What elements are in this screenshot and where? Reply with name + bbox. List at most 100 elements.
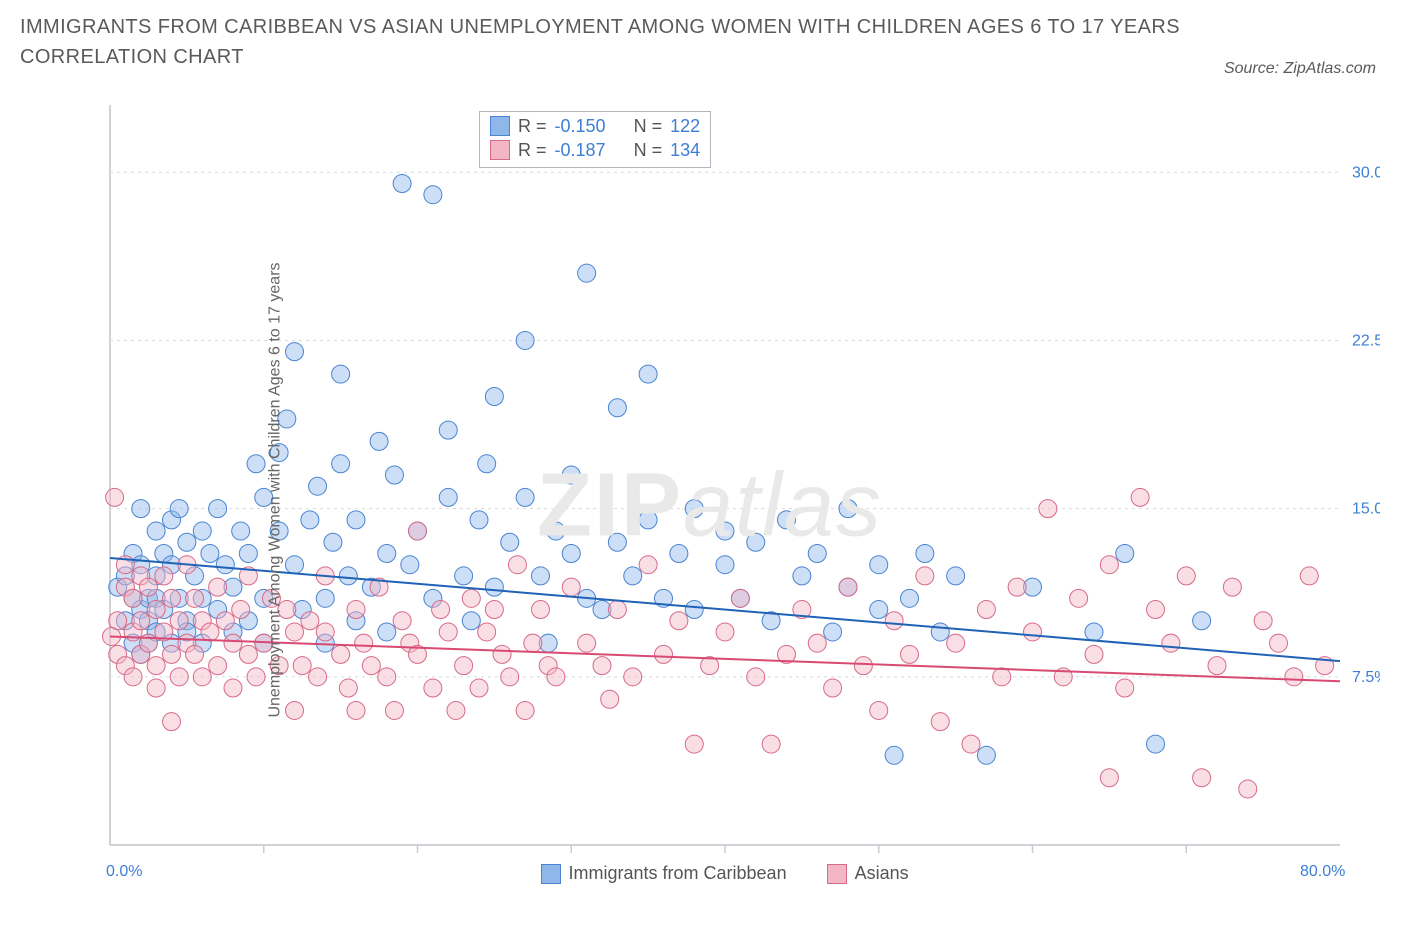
data-point bbox=[916, 567, 934, 585]
data-point bbox=[655, 645, 673, 663]
data-point bbox=[1008, 578, 1026, 596]
data-point bbox=[247, 455, 265, 473]
data-point bbox=[193, 522, 211, 540]
data-point bbox=[901, 645, 919, 663]
data-point bbox=[562, 544, 580, 562]
data-point bbox=[639, 511, 657, 529]
data-point bbox=[1239, 780, 1257, 798]
data-point bbox=[639, 556, 657, 574]
data-point bbox=[1193, 769, 1211, 787]
data-point bbox=[447, 701, 465, 719]
data-point bbox=[355, 634, 373, 652]
data-point bbox=[478, 455, 496, 473]
data-point bbox=[170, 500, 188, 518]
data-point bbox=[670, 544, 688, 562]
data-point bbox=[824, 623, 842, 641]
data-point bbox=[393, 612, 411, 630]
data-point bbox=[485, 601, 503, 619]
data-point bbox=[485, 388, 503, 406]
data-point bbox=[685, 500, 703, 518]
data-point bbox=[962, 735, 980, 753]
data-point bbox=[1116, 544, 1134, 562]
data-point bbox=[163, 645, 181, 663]
data-point bbox=[147, 601, 165, 619]
data-point bbox=[870, 601, 888, 619]
data-point bbox=[670, 612, 688, 630]
data-point bbox=[224, 679, 242, 697]
data-point bbox=[124, 668, 142, 686]
data-point bbox=[439, 623, 457, 641]
data-point bbox=[132, 612, 150, 630]
data-point bbox=[147, 679, 165, 697]
data-point bbox=[316, 623, 334, 641]
data-point bbox=[1147, 735, 1165, 753]
data-point bbox=[286, 343, 304, 361]
data-point bbox=[1070, 589, 1088, 607]
data-point bbox=[854, 657, 872, 675]
data-point bbox=[332, 645, 350, 663]
data-point bbox=[378, 623, 396, 641]
legend-swatch-series-2 bbox=[827, 864, 847, 884]
data-point bbox=[824, 679, 842, 697]
x-axis-tick-max: 80.0% bbox=[1300, 863, 1345, 881]
data-point bbox=[1147, 601, 1165, 619]
data-point bbox=[455, 567, 473, 585]
data-point bbox=[808, 544, 826, 562]
data-point bbox=[516, 331, 534, 349]
y-axis-tick-label: 22.5% bbox=[1352, 332, 1380, 349]
data-point bbox=[209, 657, 227, 675]
data-point bbox=[608, 533, 626, 551]
y-axis-tick-label: 15.0% bbox=[1352, 501, 1380, 518]
data-point bbox=[186, 589, 204, 607]
data-point bbox=[209, 500, 227, 518]
data-point bbox=[147, 657, 165, 675]
data-point bbox=[378, 544, 396, 562]
data-point bbox=[462, 612, 480, 630]
data-point bbox=[178, 533, 196, 551]
data-point bbox=[332, 365, 350, 383]
data-point bbox=[562, 466, 580, 484]
data-point bbox=[470, 679, 488, 697]
data-point bbox=[716, 522, 734, 540]
data-point bbox=[501, 668, 519, 686]
data-point bbox=[106, 488, 124, 506]
y-axis-tick-label: 30.0% bbox=[1352, 164, 1380, 181]
data-point bbox=[524, 634, 542, 652]
data-point bbox=[977, 601, 995, 619]
data-point bbox=[1162, 634, 1180, 652]
data-point bbox=[1100, 769, 1118, 787]
data-point bbox=[124, 589, 142, 607]
data-point bbox=[870, 701, 888, 719]
data-point bbox=[532, 601, 550, 619]
data-point bbox=[370, 432, 388, 450]
data-point bbox=[201, 623, 219, 641]
data-point bbox=[347, 601, 365, 619]
y-axis-label: Unemployment Among Women with Children A… bbox=[267, 262, 285, 717]
data-point bbox=[947, 567, 965, 585]
data-point bbox=[239, 544, 257, 562]
data-point bbox=[385, 701, 403, 719]
data-point bbox=[716, 623, 734, 641]
data-point bbox=[401, 556, 419, 574]
data-point bbox=[216, 556, 234, 574]
data-point bbox=[424, 679, 442, 697]
data-point bbox=[232, 522, 250, 540]
data-point bbox=[578, 264, 596, 282]
data-point bbox=[224, 634, 242, 652]
data-point bbox=[439, 488, 457, 506]
data-point bbox=[393, 174, 411, 192]
data-point bbox=[608, 399, 626, 417]
data-point bbox=[1193, 612, 1211, 630]
data-point bbox=[562, 578, 580, 596]
data-point bbox=[716, 556, 734, 574]
data-point bbox=[316, 589, 334, 607]
data-point bbox=[478, 623, 496, 641]
n-value-series-2: 134 bbox=[670, 138, 700, 162]
data-point bbox=[731, 589, 749, 607]
data-point bbox=[793, 567, 811, 585]
data-point bbox=[639, 365, 657, 383]
data-point bbox=[247, 668, 265, 686]
data-point bbox=[1285, 668, 1303, 686]
data-point bbox=[439, 421, 457, 439]
data-point bbox=[1116, 679, 1134, 697]
